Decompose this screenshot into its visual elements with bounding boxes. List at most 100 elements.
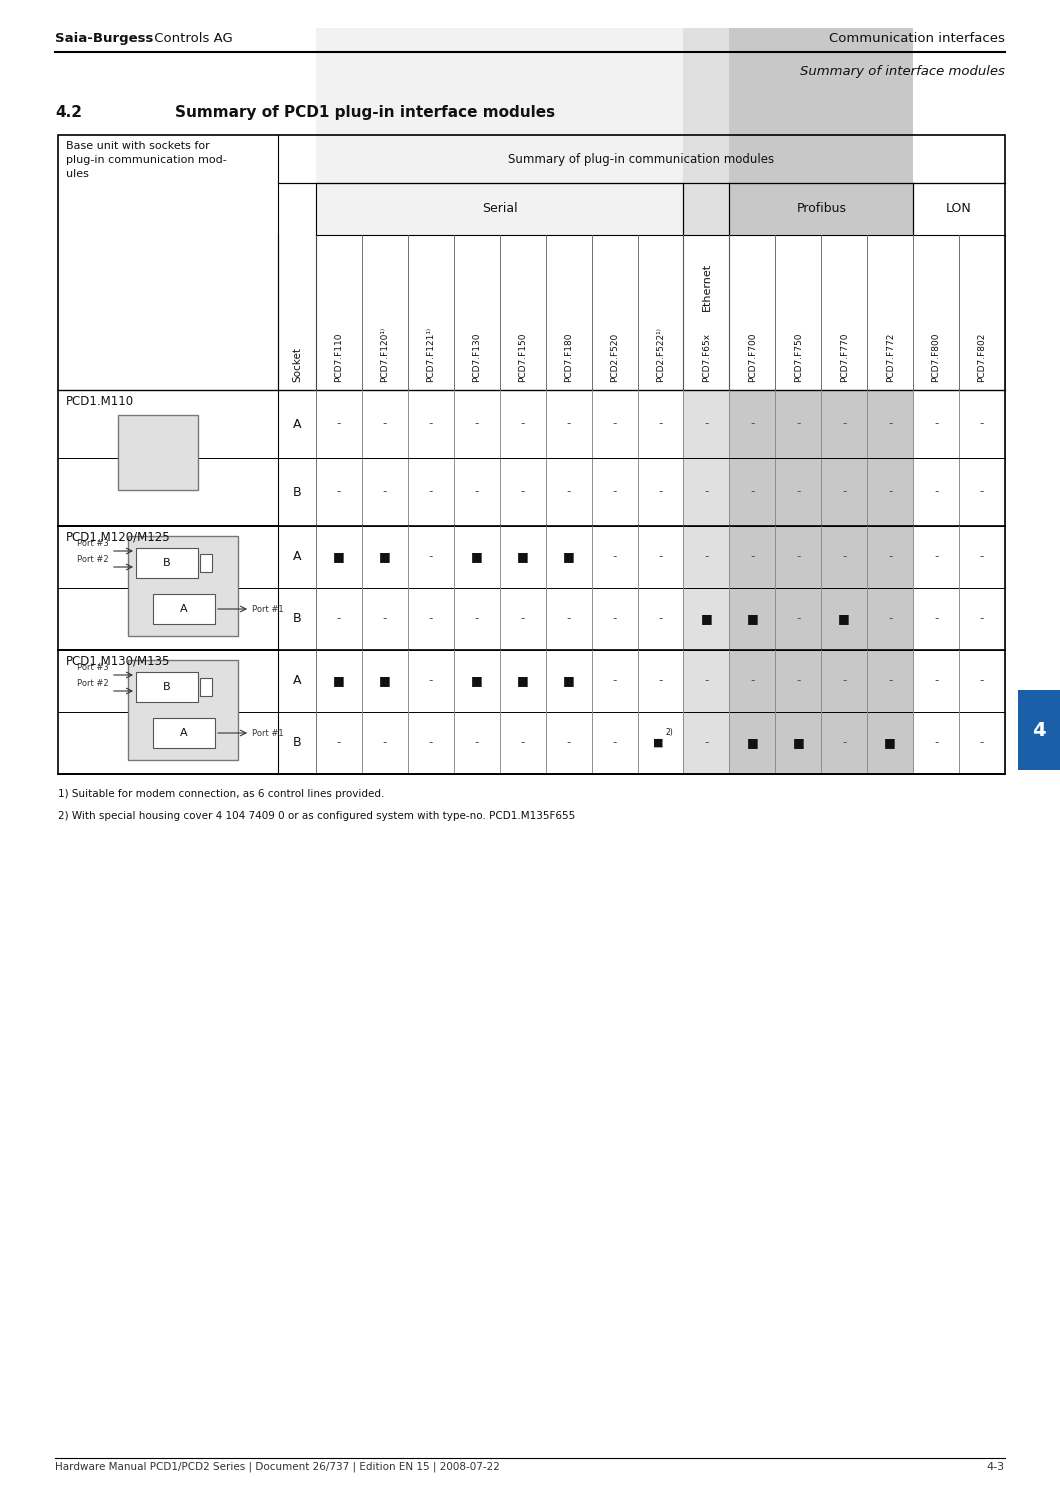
Text: A: A <box>293 417 301 430</box>
Text: 4: 4 <box>1032 720 1046 740</box>
Text: ■: ■ <box>333 550 344 564</box>
Text: PCD2.F522¹⁾: PCD2.F522¹⁾ <box>656 327 665 382</box>
Bar <box>118 416 198 491</box>
Text: -: - <box>337 612 341 626</box>
Text: Saia-Burgess: Saia-Burgess <box>55 32 154 45</box>
Bar <box>136 548 198 578</box>
Text: -: - <box>428 675 434 687</box>
Text: -: - <box>428 612 434 626</box>
Bar <box>684 390 729 458</box>
Text: PCD1.M110: PCD1.M110 <box>66 394 135 408</box>
Bar <box>684 28 729 236</box>
Text: -: - <box>337 736 341 750</box>
Text: -: - <box>566 417 571 430</box>
Text: -: - <box>704 486 709 498</box>
Text: -: - <box>566 612 571 626</box>
Bar <box>684 650 729 712</box>
Text: Profibus: Profibus <box>796 202 846 216</box>
Text: -: - <box>704 417 709 430</box>
Text: -: - <box>934 736 938 750</box>
Text: -: - <box>520 612 525 626</box>
Text: -: - <box>796 550 800 564</box>
Bar <box>729 28 913 236</box>
Text: -: - <box>979 736 985 750</box>
Text: -: - <box>658 417 662 430</box>
Text: -: - <box>475 417 479 430</box>
Text: PCD7.F110: PCD7.F110 <box>335 333 343 382</box>
Text: -: - <box>428 736 434 750</box>
Text: ■: ■ <box>838 612 850 626</box>
Bar <box>729 588 913 650</box>
Text: Controls AG: Controls AG <box>151 32 233 45</box>
Text: -: - <box>934 550 938 564</box>
Text: Summary of PCD1 plug-in interface modules: Summary of PCD1 plug-in interface module… <box>175 105 555 120</box>
Bar <box>684 588 729 650</box>
Text: -: - <box>383 736 387 750</box>
Text: -: - <box>658 486 662 498</box>
Text: -: - <box>566 736 571 750</box>
Text: A: A <box>180 728 188 738</box>
Text: -: - <box>658 550 662 564</box>
Text: -: - <box>979 417 985 430</box>
Text: ■: ■ <box>379 550 391 564</box>
Text: -: - <box>383 417 387 430</box>
Text: -: - <box>796 675 800 687</box>
Text: PCD2.F520: PCD2.F520 <box>611 333 619 382</box>
Text: -: - <box>979 486 985 498</box>
Text: Summary of plug-in communication modules: Summary of plug-in communication modules <box>509 153 775 165</box>
Text: -: - <box>888 612 893 626</box>
Text: -: - <box>842 486 847 498</box>
Text: B: B <box>293 612 301 626</box>
Text: ■: ■ <box>379 675 391 687</box>
Text: PCD7.F180: PCD7.F180 <box>564 333 573 382</box>
Text: PCD7.F700: PCD7.F700 <box>748 333 757 382</box>
Text: -: - <box>337 486 341 498</box>
Text: -: - <box>750 675 755 687</box>
Text: -: - <box>934 486 938 498</box>
Text: ■: ■ <box>471 675 482 687</box>
Text: A: A <box>293 675 301 687</box>
Text: PCD1.M120/M125: PCD1.M120/M125 <box>66 531 171 544</box>
Text: ■: ■ <box>517 550 529 564</box>
Text: PCD7.F65x: PCD7.F65x <box>702 333 711 382</box>
Text: -: - <box>750 417 755 430</box>
Bar <box>684 712 729 774</box>
Bar <box>729 712 913 774</box>
Text: -: - <box>888 550 893 564</box>
Text: -: - <box>842 417 847 430</box>
Bar <box>684 458 729 526</box>
Text: -: - <box>979 675 985 687</box>
Text: PCD7.F150: PCD7.F150 <box>518 333 527 382</box>
Text: Serial: Serial <box>482 202 517 216</box>
Text: ■: ■ <box>884 736 896 750</box>
Text: -: - <box>613 736 617 750</box>
Text: Port #2: Port #2 <box>77 680 109 688</box>
Text: PCD7.F750: PCD7.F750 <box>794 333 802 382</box>
Text: -: - <box>428 417 434 430</box>
Text: B: B <box>293 486 301 498</box>
Text: ■: ■ <box>333 675 344 687</box>
Text: PCD7.F800: PCD7.F800 <box>932 333 940 382</box>
Bar <box>1018 690 1060 770</box>
Text: B: B <box>163 682 171 692</box>
Text: -: - <box>475 612 479 626</box>
Text: -: - <box>475 486 479 498</box>
Text: -: - <box>613 612 617 626</box>
Bar <box>200 554 212 572</box>
Text: Port #3: Port #3 <box>77 663 109 672</box>
Text: ■: ■ <box>746 736 758 750</box>
Text: -: - <box>613 550 617 564</box>
Text: 4-3: 4-3 <box>987 1462 1005 1472</box>
Text: A: A <box>293 550 301 564</box>
Text: 2) With special housing cover 4 104 7409 0 or as configured system with type-no.: 2) With special housing cover 4 104 7409… <box>58 812 576 820</box>
Text: -: - <box>842 736 847 750</box>
Text: -: - <box>934 675 938 687</box>
Text: Socket: Socket <box>292 346 302 382</box>
Bar <box>684 526 729 588</box>
Text: -: - <box>383 486 387 498</box>
Text: PCD7.F802: PCD7.F802 <box>977 333 987 382</box>
Text: ■: ■ <box>793 736 805 750</box>
Bar <box>58 135 1005 774</box>
Text: -: - <box>658 612 662 626</box>
Text: PCD7.F130: PCD7.F130 <box>473 333 481 382</box>
